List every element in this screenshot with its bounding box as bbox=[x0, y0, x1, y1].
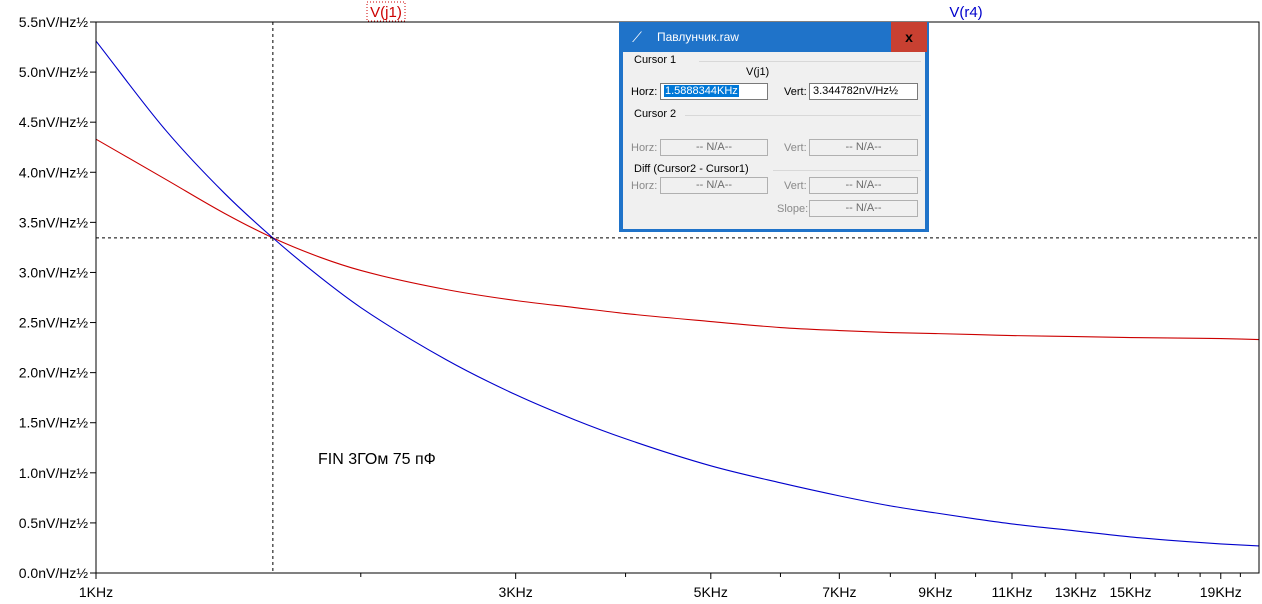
series-line-vr4[interactable] bbox=[95, 40, 1260, 547]
diff-slope-label: Slope: bbox=[777, 203, 809, 215]
cursor2-horz-label: Horz: bbox=[631, 142, 658, 154]
x-axis: 1KHz 3KHz 5KHz 7KHz 9KHz 11KHz 13KHz 15KHz 19KHz bbox=[79, 573, 1242, 600]
x-tick-label: 19KHz bbox=[1200, 584, 1242, 600]
cursor2-vert-field: -- N/A-- bbox=[809, 139, 918, 156]
y-tick-label: 4.5nV/Hz½ bbox=[19, 114, 89, 130]
active-trace-outline bbox=[366, 1, 406, 22]
x-tick-label: 15KHz bbox=[1109, 584, 1151, 600]
series-title-vr4[interactable]: V(r4) bbox=[949, 4, 982, 21]
dialog-body: Cursor 1 V(j1) Horz: 1.5888344KHz Vert: … bbox=[623, 52, 925, 229]
diff-horz-field: -- N/A-- bbox=[660, 177, 768, 194]
dialog-title: Павлунчик.raw bbox=[657, 30, 739, 44]
cursor1-horz-field[interactable]: 1.5888344KHz bbox=[660, 83, 768, 100]
x-tick-label: 7KHz bbox=[822, 584, 856, 600]
y-tick-label: 2.0nV/Hz½ bbox=[19, 365, 89, 381]
cursor1-divider bbox=[699, 61, 921, 62]
cursor1-horz-label: Horz: bbox=[631, 86, 658, 98]
x-tick-label: 13KHz bbox=[1055, 584, 1097, 600]
curves-layer bbox=[95, 40, 1260, 547]
cursor1-group-label: Cursor 1 bbox=[634, 54, 677, 66]
diff-divider bbox=[773, 170, 921, 171]
y-tick-label: 4.0nV/Hz½ bbox=[19, 164, 89, 180]
y-tick-label: 0.0nV/Hz½ bbox=[19, 565, 89, 581]
x-tick-label: 11KHz bbox=[991, 584, 1032, 600]
cursor2-horz-field: -- N/A-- bbox=[660, 139, 768, 156]
x-tick-label: 1KHz bbox=[79, 584, 113, 600]
plot-annotation: FIN 3ГОм 75 пФ bbox=[318, 451, 436, 468]
y-tick-label: 2.5nV/Hz½ bbox=[19, 315, 89, 331]
y-tick-label: 1.0nV/Hz½ bbox=[19, 465, 89, 481]
waveform-icon: ⟋ bbox=[632, 29, 642, 45]
cursor-dialog: ⟋ Павлунчик.raw x Cursor 1 V(j1) Horz: 1… bbox=[619, 22, 929, 232]
y-axis: 0.0nV/Hz½ 0.5nV/Hz½ 1.0nV/Hz½ 1.5nV/Hz½ 2.0n… bbox=[19, 14, 96, 581]
y-tick-label: 3.0nV/Hz½ bbox=[19, 264, 89, 280]
diff-slope-field: -- N/A-- bbox=[809, 200, 918, 217]
series-line-vj1[interactable] bbox=[95, 138, 1260, 341]
cursor2-group-label: Cursor 2 bbox=[634, 108, 677, 120]
diff-group-label: Diff (Cursor2 - Cursor1) bbox=[634, 163, 749, 175]
dialog-titlebar[interactable]: ⟋ Павлунчик.raw x bbox=[621, 22, 927, 52]
x-tick-label: 9KHz bbox=[918, 584, 952, 600]
series-title-vj1[interactable]: V(j1) bbox=[370, 4, 402, 21]
cursor1-trace-label: V(j1) bbox=[746, 66, 770, 78]
x-tick-label: 3KHz bbox=[499, 584, 533, 600]
y-tick-label: 0.5nV/Hz½ bbox=[19, 515, 89, 531]
diff-horz-label: Horz: bbox=[631, 180, 658, 192]
y-tick-label: 5.5nV/Hz½ bbox=[19, 14, 89, 30]
cursor2-vert-label: Vert: bbox=[784, 142, 807, 154]
y-tick-label: 3.5nV/Hz½ bbox=[19, 214, 89, 230]
close-button[interactable]: x bbox=[891, 22, 927, 52]
diff-vert-label: Vert: bbox=[784, 180, 807, 192]
y-tick-label: 5.0nV/Hz½ bbox=[19, 64, 89, 80]
series-titles: V(j1) V(r4) bbox=[366, 1, 983, 22]
cursor-layer bbox=[96, 22, 1259, 573]
x-tick-label: 5KHz bbox=[694, 584, 728, 600]
diff-vert-field: -- N/A-- bbox=[809, 177, 918, 194]
cursor1-horz-value: 1.5888344KHz bbox=[664, 85, 739, 97]
cursor1-vert-field[interactable]: 3.344782nV/Hz½ bbox=[809, 83, 918, 100]
cursor1-vert-label: Vert: bbox=[784, 86, 807, 98]
y-tick-label: 1.5nV/Hz½ bbox=[19, 415, 89, 431]
cursor2-divider bbox=[685, 115, 921, 116]
